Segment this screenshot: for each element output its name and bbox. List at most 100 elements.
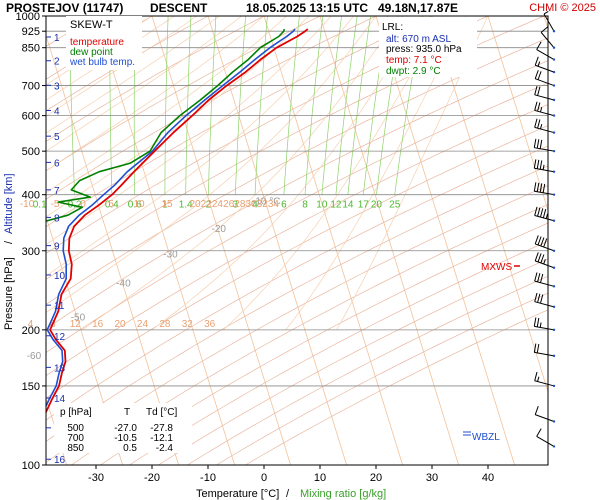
wind-barb: [533, 159, 556, 173]
isotherm-label: -50: [71, 312, 86, 323]
isotherm-label: -40: [116, 278, 131, 289]
mixing-ratio-label: 0.1: [33, 200, 47, 211]
altitude-tick-label: 16: [54, 455, 66, 466]
dry-adiabat-line: [46, 60, 548, 330]
pressure-tick-label: 300: [22, 246, 40, 258]
mixing-ratio-label: 14: [342, 200, 354, 211]
adiabat-label: 5: [108, 199, 114, 210]
wind-barb: [534, 86, 556, 102]
altitude-tick-label: 3: [54, 81, 60, 92]
wind-barb: [534, 118, 556, 134]
dry-adiabat-line: [46, 145, 548, 421]
lrl-title: LRL:: [382, 22, 403, 33]
wind-barb: [543, 10, 556, 33]
adiabat-label: 34: [268, 199, 280, 210]
wbzl-marker: WBZL: [463, 431, 500, 443]
pressure-tick-label: 700: [22, 81, 40, 93]
wind-barb: [540, 26, 556, 49]
isotherm-line: [151, 16, 292, 465]
table-row-t: 0.5: [123, 443, 137, 454]
table-row-p: 700: [67, 433, 84, 444]
profile-lines: [46, 28, 309, 415]
table-row-p: 850: [67, 443, 84, 454]
wind-barb: [534, 371, 556, 388]
mixing-ratio-label: 0.6: [128, 200, 142, 211]
isotherm-line: [95, 16, 236, 465]
adiabat-label: 4: [28, 319, 34, 330]
x-axis-separator: /: [286, 488, 290, 500]
mixing-ratio-label: 12: [330, 200, 342, 211]
lrl-box: LRL: alt: 670 m ASL press: 935.0 hPa tem…: [379, 17, 477, 77]
wind-barb: [534, 235, 556, 252]
temperature-tick-label: 10: [314, 472, 326, 484]
pressure-tick-label: 925: [22, 26, 40, 38]
mixing-ratio-label: 20: [371, 200, 383, 211]
mixing-ratio-label: 1.4: [179, 200, 193, 211]
header-datetime: 18.05.2025 13:15 UTC: [246, 1, 368, 15]
adiabat-label: 30: [245, 199, 257, 210]
pressure-tick-label: 500: [22, 146, 40, 158]
mixing-ratio-label: 8: [302, 200, 308, 211]
isotherm-label: -10 °C: [252, 197, 280, 208]
dry-adiabat-line: [70, 204, 548, 465]
isotherm-line: [46, 215, 124, 465]
adiabat-label: 15: [161, 199, 173, 210]
mixing-ratio-label: 1: [162, 200, 168, 211]
adiabat-label: 12: [70, 319, 82, 330]
adiabat-label: 32: [257, 199, 269, 210]
adiabat-label: 16: [92, 319, 104, 330]
legend-temperature: temperature: [70, 37, 124, 48]
y-axis-label-pressure: Pressure [hPa]: [3, 257, 15, 330]
wind-barb: [534, 101, 556, 117]
dry-adiabat-line: [46, 185, 548, 463]
wind-barb: [534, 70, 556, 87]
mixing-ratio-label: 6: [281, 200, 287, 211]
pressure-tick-label: 1000: [16, 11, 40, 23]
adiabat-label: 22: [201, 199, 213, 210]
adiabat-label: 24: [137, 319, 149, 330]
temperature-tick-label: 30: [426, 472, 438, 484]
altitude-tick-label: 7: [54, 186, 60, 197]
isotherm-label: -30: [163, 249, 178, 260]
altitude-tick-label: 14: [54, 394, 66, 405]
altitude-tick-label: 10: [54, 271, 66, 282]
wind-barb: [533, 343, 556, 358]
adiabat-label: 24: [212, 199, 224, 210]
pressure-tick-label: 150: [22, 381, 40, 393]
mxws-marker: MXWS: [481, 262, 520, 273]
dewpoint-line: [46, 28, 286, 222]
wind-barb: [536, 428, 556, 448]
wind-barb: [534, 252, 556, 269]
adiabat-label: 28: [159, 319, 171, 330]
temperature-line: [46, 28, 309, 415]
dry-adiabat-line: [99, 222, 548, 465]
adiabat-label: 26: [223, 199, 235, 210]
isotherm-line: [375, 16, 516, 465]
adiabat-label: 28: [234, 199, 246, 210]
isotherm-line: [487, 16, 548, 212]
isotherm-line: [431, 16, 548, 394]
lrl-press: press: 935.0 hPa: [386, 44, 462, 55]
table-row-td: -27.8: [150, 423, 173, 434]
altitude-tick-label: 1: [54, 33, 60, 44]
wind-barb: [534, 406, 556, 423]
isotherm-label: -20: [212, 224, 227, 235]
temperature-tick-label: 40: [482, 472, 494, 484]
stats-table: p [hPa] T Td [°C] 500 -27.0 -27.8 700 -1…: [54, 403, 192, 454]
wbzl-label: WBZL: [472, 432, 500, 443]
adiabat-label: 36: [204, 319, 216, 330]
altitude-tick-label: 11: [54, 301, 65, 312]
adiabat-label: 0: [80, 199, 86, 210]
adiabat-label: 10: [133, 199, 145, 210]
wind-barb: [536, 41, 556, 61]
y-axis-separator: /: [3, 240, 15, 244]
legend-dewpoint: dew point: [70, 47, 113, 58]
adiabat-label: -5: [51, 199, 60, 210]
header-station: PROSTEJOV (11747): [6, 1, 123, 15]
altitude-tick-label: 12: [54, 332, 66, 343]
pressure-tick-label: 100: [22, 460, 40, 472]
lrl-temp: temp: 7.1 °C: [386, 55, 442, 66]
adiabat-label: 32: [182, 319, 194, 330]
header-coords: 49.18N,17.87E: [378, 1, 458, 15]
